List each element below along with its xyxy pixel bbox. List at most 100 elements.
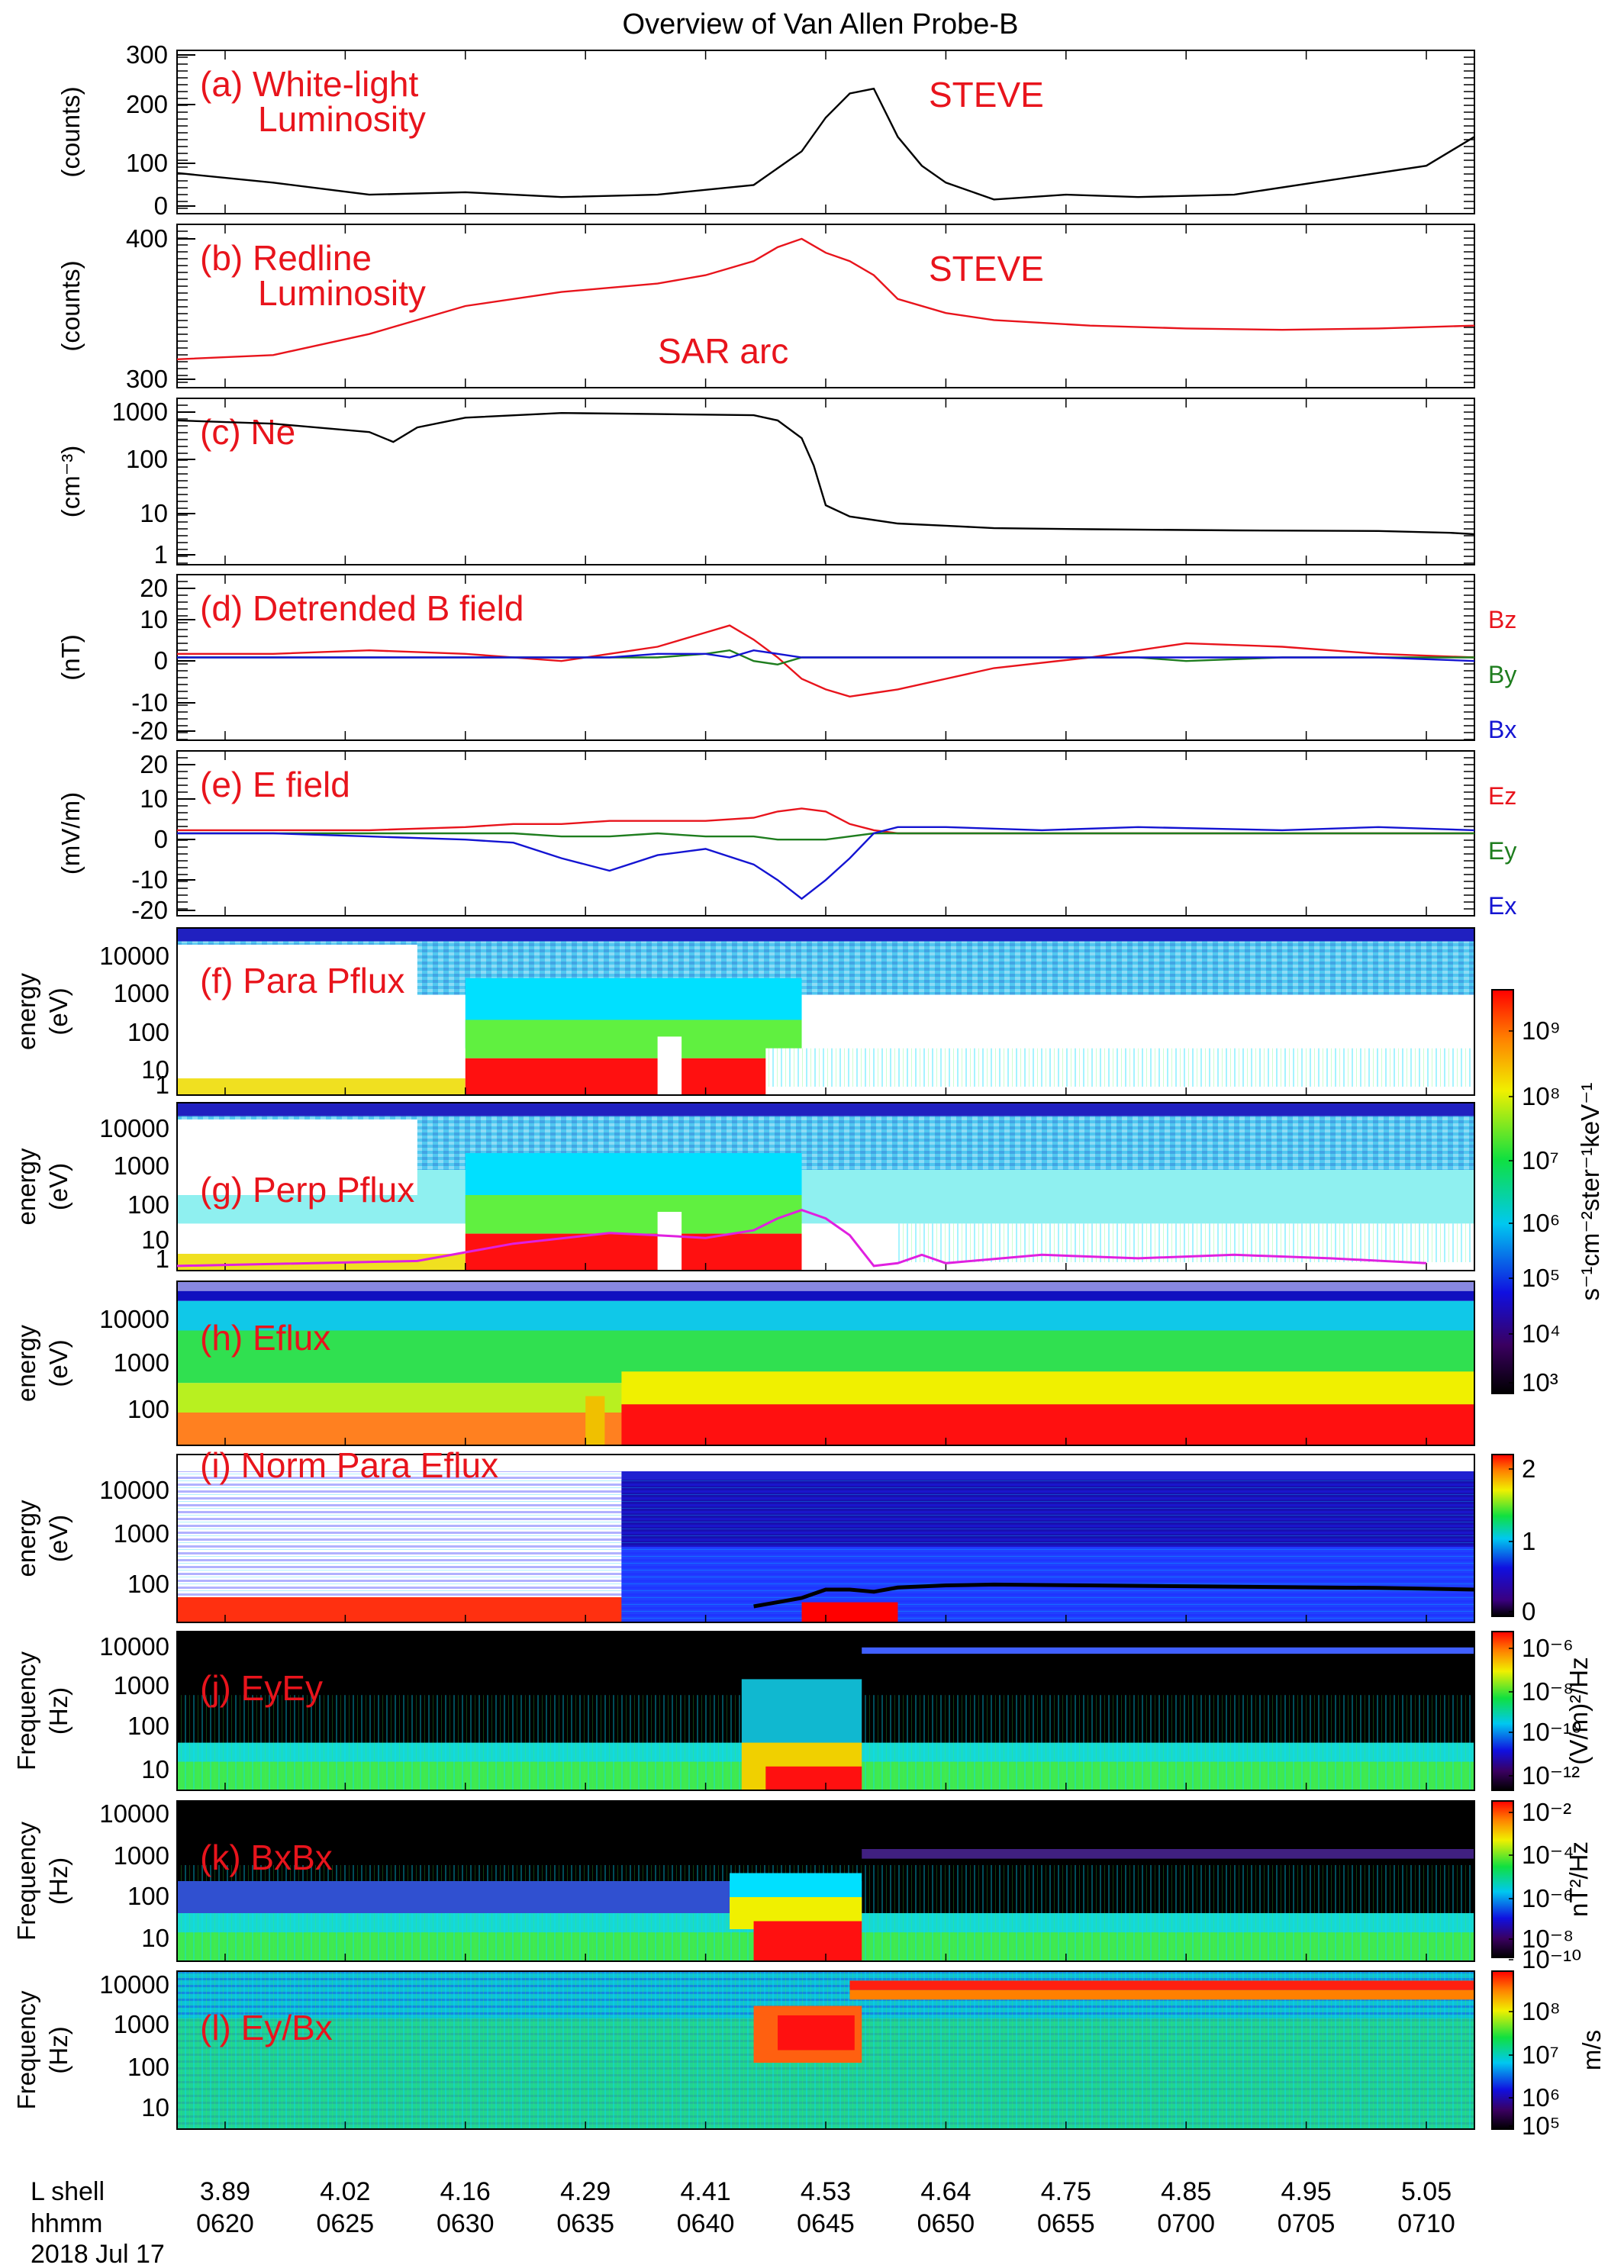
colorbar-tick-label: 10⁻¹⁰ <box>1522 1945 1581 1973</box>
y-tick-label: 10 <box>140 605 168 633</box>
colorbar-label: nT²/Hz <box>1564 1841 1593 1917</box>
heat-region <box>177 1078 466 1095</box>
colorbar-tick-label: 10⁸ <box>1522 1082 1561 1110</box>
y-axis-label: energy <box>12 973 40 1050</box>
panel-label: (i) Norm Para Eflux <box>200 1445 498 1485</box>
colorbar-tick-label: 10³ <box>1522 1368 1558 1397</box>
heat-region <box>585 1396 605 1445</box>
colorbar-tick-label: 0 <box>1522 1597 1535 1625</box>
y-tick-label: 100 <box>127 1190 169 1219</box>
row-label-lshell: L shell <box>31 2177 105 2206</box>
panel-label: (k) BxBx <box>200 1838 333 1877</box>
legend-By: By <box>1488 661 1516 688</box>
heat-region <box>778 2015 855 2051</box>
colorbar-tick-label: 10⁴ <box>1522 1319 1561 1348</box>
panel-i: 10000 1000 100 energy (eV) (i) Norm Para Eflu… <box>12 1445 1475 1623</box>
y-axis-label: (eV) <box>44 1515 72 1562</box>
y-tick-label: 100 <box>126 445 168 473</box>
y-tick-label: 10000 <box>99 1114 169 1142</box>
time-tick-label: 0620 <box>196 2209 254 2238</box>
panel-label: (h) Eflux <box>200 1318 330 1358</box>
heat-region <box>765 1048 1474 1087</box>
series-line-Bx <box>177 649 1475 662</box>
colorbar-tick-label: 1 <box>1522 1527 1535 1555</box>
colorbar-tick-label: 10⁻² <box>1522 1798 1571 1826</box>
colorbar-tick-label: 10⁶ <box>1522 2083 1560 2112</box>
heat-region <box>657 1212 682 1271</box>
panel-label: (f) Para Pflux <box>200 961 404 1000</box>
heat-region <box>621 1371 1474 1405</box>
y-tick-label: 100 <box>127 1395 169 1423</box>
y-tick-label: 1000 <box>112 398 168 426</box>
heat-region <box>177 1103 1474 1116</box>
heat-region <box>753 1921 862 1961</box>
colorbar-tick-label: 10⁵ <box>1522 1264 1560 1292</box>
colorbar-tick-label: 10⁵ <box>1522 2112 1560 2140</box>
panel-d: 20 10 0 -10-20 (nT) (d) Detrended B field Bz By… <box>56 574 1516 745</box>
y-axis-label: (counts) <box>56 260 85 351</box>
heat-region <box>465 1195 802 1234</box>
time-tick-label: 0640 <box>677 2209 735 2238</box>
lshell-tick-label: 4.29 <box>560 2177 611 2206</box>
lshell-tick-label: 4.02 <box>320 2177 370 2206</box>
colorbar-tick-label: 2 <box>1522 1455 1535 1483</box>
y-tick-label: 20 <box>140 574 168 602</box>
legend-Ex: Ex <box>1488 892 1516 920</box>
legend-Ez: Ez <box>1488 782 1516 810</box>
heat-region <box>849 1989 1474 2000</box>
y-tick-label: 1000 <box>114 1152 169 1180</box>
heat-region <box>177 1300 1474 1331</box>
y-tick-label: -10 <box>131 865 168 894</box>
y-axis-label: (nT) <box>56 634 85 681</box>
heat-region <box>177 928 1474 942</box>
series-line-main <box>176 411 1475 536</box>
panel-j: 10000 1000 100 10 Frequency (Hz) (j) EyEy <box>12 1631 1475 1791</box>
colorbar-tick-label: 10⁻⁸ <box>1522 1677 1574 1706</box>
colorbar-scale <box>1491 1454 1514 1617</box>
panel-g: 10000 1000 100 101 energy (eV) (g) Perp Pflux <box>12 1102 1475 1273</box>
y-tick-label: 100 <box>127 1018 169 1046</box>
y-tick-label: 20 <box>140 750 168 778</box>
row-label-date: 2018 Jul 17 <box>31 2240 165 2268</box>
heat-region <box>177 1281 1474 1291</box>
y-tick-label: 10 <box>140 499 168 527</box>
y-axis-label: (Hz) <box>44 1857 72 1905</box>
y-axis-label: (eV) <box>44 987 72 1035</box>
heat-region <box>765 1766 862 1790</box>
panel-label: (d) Detrended B field <box>200 588 524 628</box>
time-tick-label: 0650 <box>917 2209 975 2238</box>
y-tick-label: 10000 <box>99 1632 169 1661</box>
y-tick-label: 1000 <box>114 1671 169 1699</box>
time-tick-label: 0655 <box>1037 2209 1095 2238</box>
y-tick-label: 100 <box>127 2053 169 2081</box>
panel-label: (c) Ne <box>200 412 295 452</box>
y-tick-label: 1000 <box>114 2010 169 2038</box>
heat-region <box>177 1455 622 1597</box>
lshell-tick-label: 4.53 <box>801 2177 851 2206</box>
x-axis-labels: L shell hhmm 2018 Jul 17 3.89 0620 4.02 062… <box>31 2177 1455 2268</box>
heat-region <box>465 1233 802 1271</box>
colorbar-tick-label: 10⁷ <box>1522 1146 1559 1174</box>
colorbar-scale <box>1491 989 1514 1394</box>
y-tick-label: 100 <box>127 1570 169 1598</box>
panel-label: Luminosity <box>258 99 426 139</box>
y-axis-label: (Hz) <box>44 1687 72 1735</box>
y-tick-label: 10 <box>141 1226 169 1254</box>
lshell-tick-label: 5.05 <box>1401 2177 1452 2206</box>
heat-region <box>849 1980 1474 1990</box>
lshell-tick-label: 4.64 <box>920 2177 971 2206</box>
colorbar-label: m/s <box>1577 2030 1606 2070</box>
colorbar-tick-label: 10⁸ <box>1522 1997 1561 2025</box>
colorbar-i: 2 1 0 <box>1491 1454 1535 1625</box>
heat-region <box>801 1602 898 1622</box>
lshell-tick-label: 3.89 <box>200 2177 250 2206</box>
panel-label: (b) Redline <box>200 238 372 278</box>
time-tick-label: 0645 <box>797 2209 855 2238</box>
colorbar-scale <box>1491 1800 1514 1958</box>
annotation-steve: STEVE <box>929 249 1044 288</box>
y-tick-label: 1000 <box>114 1519 169 1548</box>
panel-e: 20 10 0 -10-20 (mV/m) (e) E field Ez Ey Ex <box>56 750 1516 924</box>
